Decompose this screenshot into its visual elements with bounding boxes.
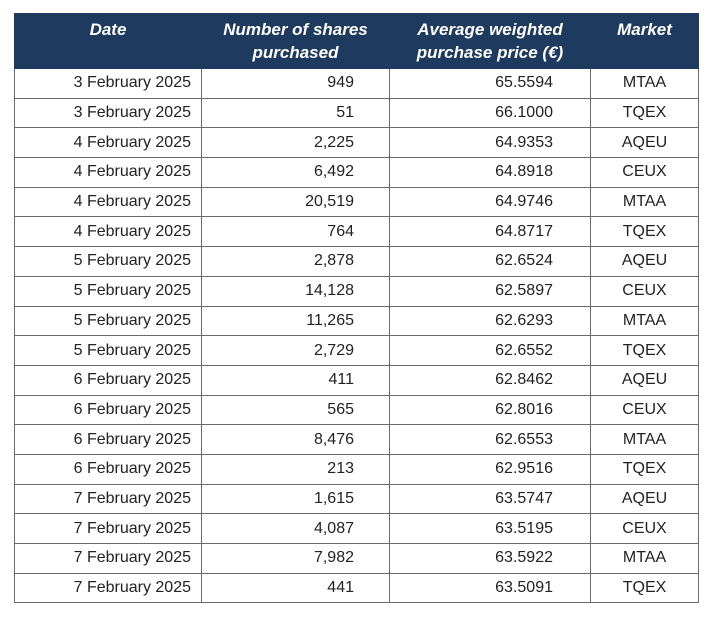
- cell-market: MTAA: [590, 424, 699, 455]
- table-body: 3 February 2025 949 65.5594 MTAA 3 February …: [14, 68, 699, 604]
- cell-price: 65.5594: [389, 68, 591, 99]
- cell-shares: 2,225: [201, 127, 390, 159]
- cell-date: 7 February 2025: [14, 513, 202, 544]
- cell-shares: 8,476: [201, 424, 390, 455]
- cell-date: 7 February 2025: [14, 572, 202, 604]
- cell-market: CEUX: [590, 513, 699, 544]
- cell-shares: 2,878: [201, 246, 390, 277]
- cell-date: 6 February 2025: [14, 394, 202, 426]
- cell-market: TQEX: [590, 97, 699, 129]
- table-row: 7 February 2025 4,087 63.5195 CEUX: [14, 513, 699, 544]
- cell-date: 5 February 2025: [14, 275, 202, 307]
- cell-shares: 2,729: [201, 335, 390, 366]
- table-row: 5 February 2025 14,128 62.5897 CEUX: [14, 275, 699, 307]
- cell-market: CEUX: [590, 275, 699, 307]
- cell-price: 64.8918: [389, 157, 591, 188]
- cell-price: 62.8462: [389, 364, 591, 396]
- cell-price: 64.8717: [389, 216, 591, 248]
- table-row: 4 February 2025 6,492 64.8918 CEUX: [14, 157, 699, 188]
- cell-shares: 411: [201, 364, 390, 396]
- header-shares: Number of shares purchased: [201, 13, 390, 69]
- cell-market: MTAA: [590, 305, 699, 337]
- cell-date: 4 February 2025: [14, 186, 202, 218]
- table-row: 6 February 2025 8,476 62.6553 MTAA: [14, 424, 699, 455]
- table-row: 4 February 2025 20,519 64.9746 MTAA: [14, 186, 699, 218]
- cell-shares: 7,982: [201, 543, 390, 574]
- share-purchases-table-wrapper: Date Number of shares purchased Average …: [14, 13, 699, 604]
- cell-market: AQEU: [590, 246, 699, 277]
- cell-market: AQEU: [590, 483, 699, 515]
- cell-date: 3 February 2025: [14, 97, 202, 129]
- cell-date: 6 February 2025: [14, 424, 202, 455]
- cell-shares: 1,615: [201, 483, 390, 515]
- cell-market: AQEU: [590, 127, 699, 159]
- cell-date: 7 February 2025: [14, 543, 202, 574]
- cell-price: 63.5195: [389, 513, 591, 544]
- cell-date: 5 February 2025: [14, 335, 202, 366]
- cell-shares: 213: [201, 453, 390, 485]
- table-row: 7 February 2025 1,615 63.5747 AQEU: [14, 483, 699, 515]
- table-row: 5 February 2025 2,878 62.6524 AQEU: [14, 246, 699, 277]
- cell-market: CEUX: [590, 157, 699, 188]
- cell-price: 62.6552: [389, 335, 591, 366]
- table-header: Date Number of shares purchased Average …: [14, 13, 699, 69]
- table-row: 3 February 2025 949 65.5594 MTAA: [14, 68, 699, 99]
- cell-shares: 20,519: [201, 186, 390, 218]
- cell-shares: 11,265: [201, 305, 390, 337]
- table-row: 7 February 2025 7,982 63.5922 MTAA: [14, 543, 699, 574]
- table-row: 5 February 2025 2,729 62.6552 TQEX: [14, 335, 699, 366]
- cell-price: 62.6293: [389, 305, 591, 337]
- cell-date: 3 February 2025: [14, 68, 202, 99]
- table-row: 6 February 2025 213 62.9516 TQEX: [14, 453, 699, 485]
- cell-shares: 441: [201, 572, 390, 604]
- cell-shares: 565: [201, 394, 390, 426]
- table-row: 4 February 2025 2,225 64.9353 AQEU: [14, 127, 699, 159]
- cell-date: 7 February 2025: [14, 483, 202, 515]
- cell-market: TQEX: [590, 216, 699, 248]
- header-market: Market: [590, 13, 699, 69]
- cell-price: 64.9746: [389, 186, 591, 218]
- cell-market: MTAA: [590, 68, 699, 99]
- cell-price: 64.9353: [389, 127, 591, 159]
- cell-price: 63.5922: [389, 543, 591, 574]
- cell-shares: 51: [201, 97, 390, 129]
- cell-date: 5 February 2025: [14, 305, 202, 337]
- cell-date: 4 February 2025: [14, 127, 202, 159]
- cell-market: MTAA: [590, 543, 699, 574]
- cell-market: AQEU: [590, 364, 699, 396]
- table-row: 7 February 2025 441 63.5091 TQEX: [14, 572, 699, 604]
- cell-price: 63.5091: [389, 572, 591, 604]
- table-row: 6 February 2025 411 62.8462 AQEU: [14, 364, 699, 396]
- cell-market: MTAA: [590, 186, 699, 218]
- cell-date: 4 February 2025: [14, 157, 202, 188]
- table-row: 4 February 2025 764 64.8717 TQEX: [14, 216, 699, 248]
- cell-market: CEUX: [590, 394, 699, 426]
- cell-shares: 949: [201, 68, 390, 99]
- cell-market: TQEX: [590, 572, 699, 604]
- cell-market: TQEX: [590, 335, 699, 366]
- cell-date: 6 February 2025: [14, 364, 202, 396]
- table-row: 5 February 2025 11,265 62.6293 MTAA: [14, 305, 699, 337]
- cell-date: 4 February 2025: [14, 216, 202, 248]
- cell-date: 6 February 2025: [14, 453, 202, 485]
- cell-price: 62.9516: [389, 453, 591, 485]
- cell-date: 5 February 2025: [14, 246, 202, 277]
- cell-price: 62.6553: [389, 424, 591, 455]
- table-row: 6 February 2025 565 62.8016 CEUX: [14, 394, 699, 426]
- cell-price: 63.5747: [389, 483, 591, 515]
- cell-shares: 14,128: [201, 275, 390, 307]
- cell-price: 62.8016: [389, 394, 591, 426]
- cell-price: 66.1000: [389, 97, 591, 129]
- header-row: Date Number of shares purchased Average …: [14, 13, 699, 69]
- cell-shares: 6,492: [201, 157, 390, 188]
- header-price: Average weighted purchase price (€): [389, 13, 591, 69]
- cell-market: TQEX: [590, 453, 699, 485]
- header-date: Date: [14, 13, 202, 69]
- share-purchases-table: Date Number of shares purchased Average …: [14, 13, 699, 604]
- cell-price: 62.6524: [389, 246, 591, 277]
- cell-shares: 764: [201, 216, 390, 248]
- cell-shares: 4,087: [201, 513, 390, 544]
- cell-price: 62.5897: [389, 275, 591, 307]
- table-row: 3 February 2025 51 66.1000 TQEX: [14, 97, 699, 129]
